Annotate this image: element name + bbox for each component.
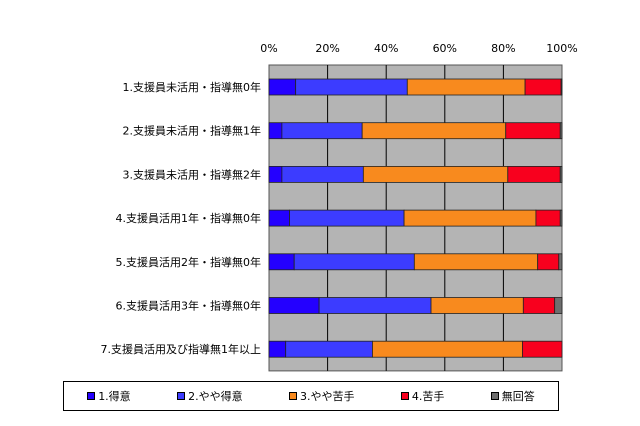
x-tick-label: 0%	[260, 42, 277, 55]
bar-segment	[285, 340, 373, 358]
x-tick-label: 80%	[491, 42, 515, 55]
x-tick-label: 20%	[315, 42, 339, 55]
bar-segment	[289, 209, 405, 227]
legend-label: 1.得意	[98, 390, 131, 403]
bar-segment	[560, 78, 563, 96]
legend-label: 無回答	[501, 390, 535, 403]
bar-segment	[558, 253, 563, 271]
bar-segment	[522, 297, 556, 314]
bar-segment	[537, 253, 560, 271]
category-label: 5.支援員活用2年・指導無0年	[116, 255, 262, 269]
bar-segment	[372, 340, 523, 358]
legend-label: 3.やや苦手	[299, 390, 355, 403]
bar-segment	[268, 78, 297, 96]
bar-segment	[413, 253, 539, 271]
bar-segment	[318, 297, 432, 314]
bar-segment	[559, 209, 563, 227]
bar-segment	[535, 209, 561, 227]
legend: 1.得意 2.やや得意 3.やや苦手 4.苦手 無回答	[63, 381, 559, 411]
bar-segment	[406, 78, 526, 96]
bar-segment	[524, 78, 562, 96]
bar-segment	[430, 297, 524, 314]
category-label: 7.支援員活用及び指導無1年以上	[101, 342, 262, 356]
bar-segment	[554, 297, 563, 314]
bar-segment	[507, 165, 561, 183]
legend-swatch	[288, 392, 297, 400]
category-label: 3.支援員未活用・指導無2年	[123, 167, 262, 181]
legend-item: 3.やや苦手	[288, 388, 355, 404]
bar-segment	[281, 165, 364, 183]
category-label: 4.支援員活用1年・指導無0年	[116, 211, 262, 225]
legend-label: 2.やや得意	[188, 390, 243, 403]
bar-segment	[268, 209, 290, 227]
category-label: 1.支援員未活用・指導無0年	[123, 80, 262, 94]
bar-segment	[522, 340, 563, 358]
bar-segment	[505, 122, 561, 140]
bar-segment	[295, 78, 408, 96]
legend-swatch	[177, 392, 186, 400]
bar-segment	[361, 122, 507, 140]
legend-swatch	[400, 392, 409, 400]
legend-item: 2.やや得意	[177, 388, 243, 404]
bar-segment	[268, 122, 283, 140]
bar-segment	[293, 253, 415, 271]
legend-label: 4.苦手	[411, 390, 445, 403]
x-tick-label: 40%	[374, 42, 398, 55]
bar-segment	[268, 165, 283, 183]
legend-item: 無回答	[490, 388, 535, 404]
legend-item: 1.得意	[87, 388, 131, 404]
bar-segment	[268, 253, 295, 271]
x-tick-label: 60%	[433, 42, 457, 55]
bar-segment	[362, 165, 509, 183]
category-label: 2.支援員未活用・指導無1年	[123, 124, 262, 138]
x-tick-label: 100%	[546, 42, 577, 55]
bar-segment	[268, 340, 287, 358]
legend-item: 4.苦手	[400, 388, 445, 404]
bar-segment	[281, 122, 363, 140]
bar-segment	[268, 297, 320, 314]
legend-swatch	[490, 392, 499, 400]
legend-swatch	[87, 392, 96, 400]
bar-segment	[403, 209, 537, 227]
bar-segment	[559, 165, 563, 183]
category-label: 6.支援員活用3年・指導無0年	[116, 299, 262, 313]
bar-segment	[559, 122, 563, 140]
